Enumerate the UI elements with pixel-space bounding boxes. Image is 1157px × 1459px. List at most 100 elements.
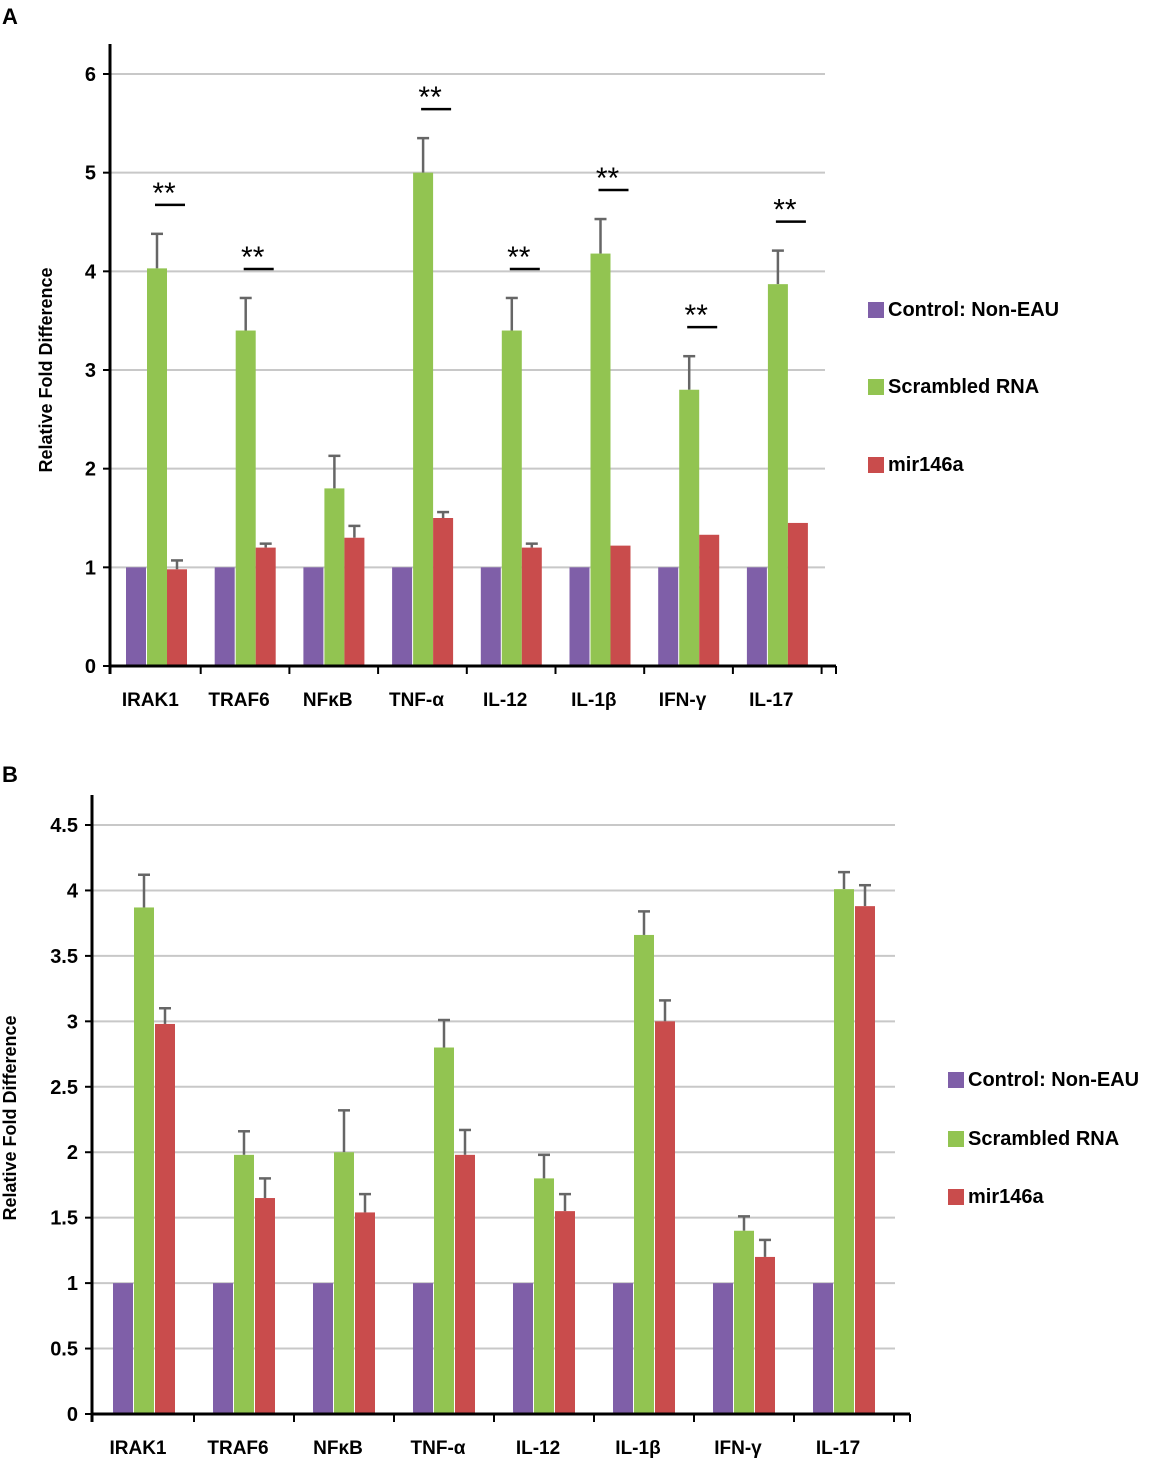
bar-mir146a <box>167 569 187 666</box>
bar-scrambled <box>734 1230 754 1414</box>
legend-swatch <box>868 457 884 473</box>
bar-control <box>392 567 413 666</box>
y-tick-label: 4.5 <box>50 815 78 837</box>
significance-label: ** <box>418 81 442 114</box>
y-tick-label: 4 <box>67 880 79 902</box>
y-tick-label: 1.5 <box>50 1208 78 1230</box>
legend-swatch <box>948 1131 964 1147</box>
category-label: TRAF6 <box>208 690 269 711</box>
significance-label: ** <box>152 177 176 210</box>
bar-scrambled <box>534 1178 554 1414</box>
legend-label: mir146a <box>888 454 964 476</box>
y-tick-label: 0 <box>85 656 96 678</box>
category-label: IRAK1 <box>122 690 179 711</box>
category-label: IL-1β <box>615 1438 660 1459</box>
bar-mir146a <box>787 522 808 666</box>
bar-scrambled <box>679 389 700 666</box>
bar-control <box>213 1283 233 1414</box>
bar-control <box>113 1283 133 1414</box>
bar-mir146a <box>355 1212 375 1414</box>
legend-swatch <box>948 1189 964 1205</box>
bar-control <box>303 567 324 666</box>
y-tick-label: 2 <box>67 1142 78 1164</box>
bar-scrambled <box>234 1154 254 1414</box>
category-label: IL-12 <box>516 1438 560 1459</box>
bar-scrambled <box>590 253 611 666</box>
category-label: IL-17 <box>749 690 793 711</box>
bar-mir146a <box>699 534 720 666</box>
legend-swatch <box>948 1072 964 1088</box>
category-label: IRAK1 <box>109 1438 166 1459</box>
bar-mir146a <box>455 1154 475 1414</box>
y-tick-label: 3 <box>85 360 96 382</box>
bar-control <box>569 567 590 666</box>
bar-mir146a <box>155 1023 175 1414</box>
bar-control <box>813 1283 833 1414</box>
y-axis-label: Relative Fold Difference <box>36 267 56 472</box>
y-tick-label: 2 <box>85 459 96 481</box>
bar-scrambled <box>147 268 167 666</box>
bar-scrambled <box>634 934 654 1414</box>
legend-swatch <box>868 379 884 395</box>
bar-control <box>413 1283 433 1414</box>
chart-a: 0 1 2 3 4 5 6 Relative Fold Difference ** IRAK1 **… <box>36 44 1059 711</box>
bar-control <box>613 1283 633 1414</box>
bar-scrambled <box>434 1047 454 1414</box>
bar-scrambled <box>767 284 788 666</box>
category-label: TNF-α <box>389 690 444 711</box>
significance-label: ** <box>685 299 709 332</box>
y-axis-label: Relative Fold Difference <box>0 1015 20 1220</box>
legend-label: mir146a <box>968 1186 1044 1208</box>
legend-label: Control: Non-EAU <box>888 299 1059 321</box>
legend-label: Scrambled RNA <box>968 1128 1119 1150</box>
bar-scrambled <box>134 907 154 1414</box>
y-tick-label: 3 <box>67 1011 78 1033</box>
significance-label: ** <box>773 194 797 227</box>
category-label: TRAF6 <box>207 1438 268 1459</box>
legend-swatch <box>868 302 884 318</box>
y-tick-label: 6 <box>85 64 96 86</box>
bar-mir146a <box>855 906 875 1414</box>
legend-label: Scrambled RNA <box>888 376 1039 398</box>
bar-scrambled <box>334 1152 354 1414</box>
bar-mir146a <box>433 518 454 666</box>
panel-label-b: B <box>2 762 18 787</box>
bar-mir146a <box>344 537 365 666</box>
y-tick-label: 0 <box>67 1404 78 1426</box>
significance-label: ** <box>241 241 265 274</box>
bar-scrambled <box>324 488 345 666</box>
bar-control <box>214 567 235 666</box>
bar-mir146a <box>610 545 631 666</box>
legend-label: Control: Non-EAU <box>968 1069 1139 1091</box>
bar-mir146a <box>755 1256 775 1414</box>
significance-label: ** <box>596 162 620 195</box>
category-label: IL-17 <box>816 1438 860 1459</box>
bar-scrambled <box>501 330 522 666</box>
panel-label-a: A <box>2 4 18 29</box>
bar-mir146a <box>521 547 542 666</box>
significance-label: ** <box>507 241 531 274</box>
bar-control <box>713 1283 733 1414</box>
category-label: NFκB <box>313 1438 363 1459</box>
bar-control <box>513 1283 533 1414</box>
category-label: TNF-α <box>411 1438 466 1459</box>
bar-control <box>658 567 679 666</box>
category-label: IL-12 <box>483 690 527 711</box>
category-label: IFN-γ <box>714 1438 762 1459</box>
bar-scrambled <box>413 172 434 666</box>
y-tick-label: 0.5 <box>50 1339 78 1361</box>
bar-control <box>126 567 146 666</box>
category-label: NFκB <box>303 690 353 711</box>
bar-scrambled <box>235 330 256 666</box>
y-tick-label: 2.5 <box>50 1077 78 1099</box>
bar-control <box>480 567 501 666</box>
bar-mir146a <box>255 1198 275 1414</box>
y-tick-label: 5 <box>85 163 96 185</box>
bar-control <box>746 567 767 666</box>
category-label: IL-1β <box>571 690 616 711</box>
bar-mir146a <box>255 547 276 666</box>
bar-mir146a <box>655 1021 675 1414</box>
y-tick-label: 3.5 <box>50 946 78 968</box>
y-tick-label: 4 <box>85 261 97 283</box>
